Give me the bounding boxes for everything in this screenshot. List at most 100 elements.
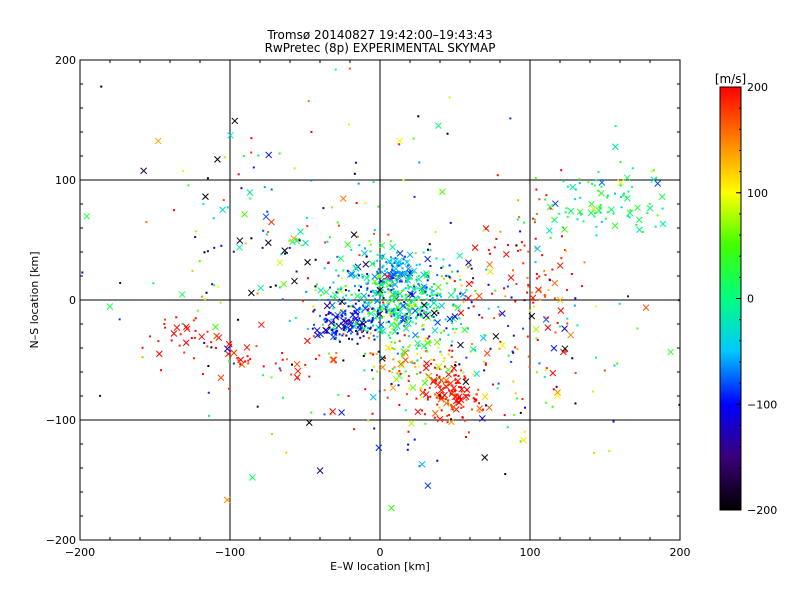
data-point-dot [460,406,463,409]
data-point-dot [432,307,435,310]
data-point-dot [396,371,399,374]
data-point-dot [468,264,471,267]
data-point-dot [410,271,413,274]
data-point-dot [372,181,375,184]
data-point-dot [556,321,559,324]
data-point-dot [416,352,419,355]
data-point-dot [499,230,502,233]
data-point-dot [421,409,424,412]
data-point-dot [230,343,233,346]
data-point-dot [453,388,456,391]
data-point-x [430,309,438,317]
data-point-dot [447,402,450,405]
data-point-dot [603,369,606,372]
data-point-dot [280,253,283,256]
data-point-dot [448,276,451,279]
data-point-dot [503,287,506,290]
y-tick-label: −200 [46,534,76,547]
data-point-x [337,255,345,262]
data-point-dot [141,356,144,359]
data-point-dot [545,367,548,370]
data-point-dot [385,285,388,288]
data-point-x [430,299,438,307]
data-point-x [170,330,178,337]
data-point-dot [416,359,419,362]
data-point-x [83,212,91,220]
data-point-dot [423,388,426,391]
data-point-x [214,156,221,163]
data-point-x [304,337,311,345]
data-point-dot [429,306,432,309]
data-point-x [396,250,404,257]
data-point-x [389,384,397,392]
data-point-dot [170,339,173,342]
data-point-dot [389,273,392,276]
data-point-dot [430,291,433,294]
data-point-dot [631,185,634,188]
data-point-dot [413,438,416,441]
data-point-x [276,259,284,267]
data-point-dot [349,299,352,302]
data-point-dot [340,314,343,317]
data-point-dot [636,327,639,330]
data-point-dot [551,405,554,408]
data-point-dot [389,279,392,282]
data-point-dot [409,317,412,320]
data-point-dot [393,271,396,274]
data-point-x [375,324,383,332]
data-point-dot [224,156,227,159]
data-point-x [330,329,338,337]
data-point-dot [342,269,345,272]
data-point-dot [460,369,463,372]
data-point-dot [265,233,268,236]
data-point-dot [397,264,400,267]
data-point-x [379,363,386,371]
data-point-x [384,273,391,280]
data-point-dot [296,377,299,380]
data-point-dot [435,298,438,301]
data-point-dot [512,351,515,354]
data-point-dot [369,250,372,253]
data-point-dot [379,309,382,312]
data-point-x [546,203,554,211]
data-point-dot [430,285,433,288]
data-point-dot [565,250,568,253]
data-point-dot [407,443,410,446]
data-point-x [424,482,432,489]
data-point-dot [419,309,422,312]
data-point-dot [622,192,625,195]
data-point-dot [100,85,103,88]
data-point-dot [410,300,413,303]
data-point-x [434,319,441,326]
data-point-dot [377,307,380,310]
data-point-dot [402,346,405,349]
data-point-dot [468,394,471,397]
data-point-dot [383,291,386,294]
data-point-dot [337,274,340,277]
data-point-dot [371,307,374,310]
data-point-dot [343,325,346,328]
data-point-dot [198,260,201,263]
data-point-dot [422,309,425,312]
data-point-dot [252,166,255,169]
data-point-dot [357,235,360,238]
data-point-dot [421,324,424,327]
data-point-dot [619,161,622,164]
data-point-dot [389,256,392,259]
data-point-dot [566,322,569,325]
data-point-dot [436,309,439,312]
data-point-dot [475,393,478,396]
data-point-x [457,309,465,317]
data-point-dot [332,321,335,324]
data-point-dot [382,264,385,267]
data-point-dot [173,209,176,212]
data-point-dot [426,398,429,401]
data-point-dot [485,268,488,271]
data-point-dot [437,305,440,308]
data-point-dot [420,386,423,389]
data-point-dot [578,178,581,181]
data-point-dot [262,374,265,377]
data-point-dot [359,306,362,309]
data-point-dot [397,384,400,387]
data-point-dot [281,351,284,354]
